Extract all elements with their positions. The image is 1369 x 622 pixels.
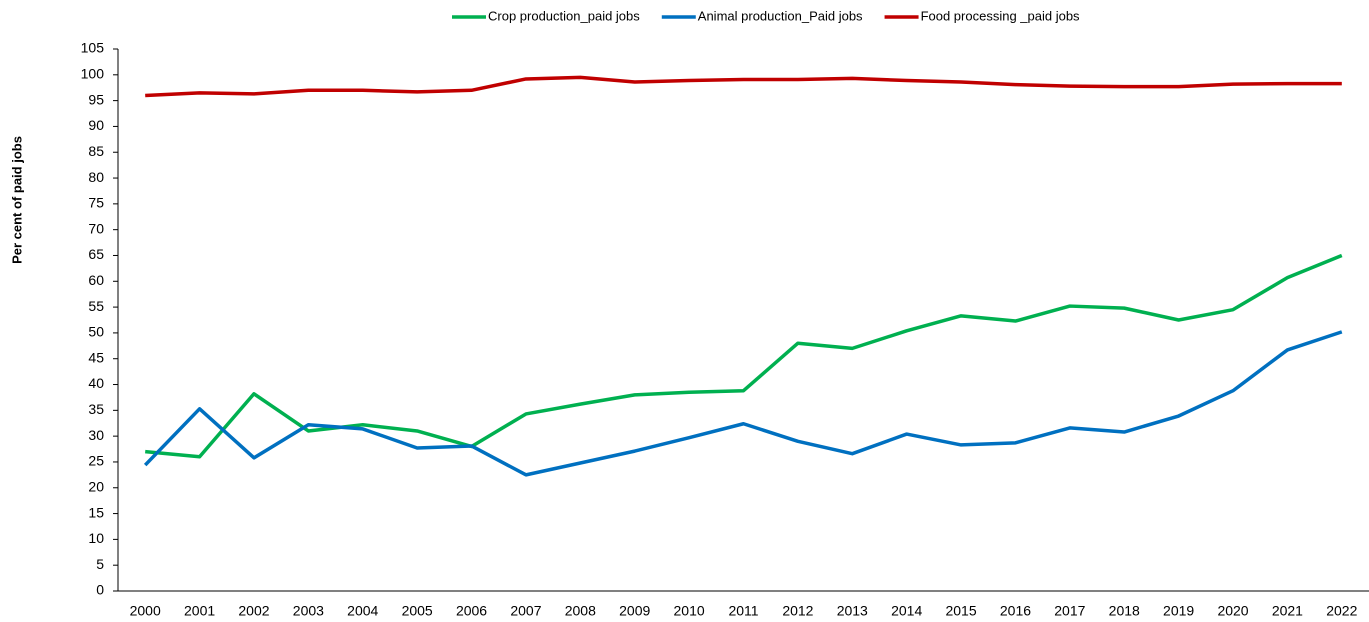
legend-label: Crop production_paid jobs: [488, 8, 640, 23]
series-line: [145, 75, 1342, 98]
y-tick-label: 15: [88, 504, 104, 520]
x-tick-label: 2005: [402, 603, 433, 619]
x-tick-label: 2002: [238, 603, 269, 619]
x-tick-label: 2004: [347, 603, 378, 619]
x-tick-label: 2017: [1054, 603, 1085, 619]
y-tick-label: 75: [88, 195, 104, 211]
y-tick-label: 50: [88, 324, 104, 340]
legend-label: Animal production_Paid jobs: [698, 8, 863, 23]
x-tick-label: 2008: [565, 603, 596, 619]
x-tick-label: 2006: [456, 603, 487, 619]
x-tick-label: 2009: [619, 603, 650, 619]
legend-label: Food processing _paid jobs: [921, 8, 1080, 23]
y-tick-label: 55: [88, 298, 104, 314]
y-tick-label: 25: [88, 453, 104, 469]
y-tick-label: 85: [88, 143, 104, 159]
y-tick-label: 45: [88, 349, 104, 365]
x-tick-label: 2019: [1163, 603, 1194, 619]
y-tick-label: 70: [88, 220, 104, 236]
y-tick-label: 60: [88, 272, 104, 288]
y-tick-label: 100: [81, 66, 105, 82]
y-tick-label: 95: [88, 91, 104, 107]
x-tick-label: 2003: [293, 603, 324, 619]
series-line: [143, 330, 1343, 477]
x-tick-label: 2012: [782, 603, 813, 619]
y-tick-label: 80: [88, 169, 104, 185]
x-tick-label: 2021: [1272, 603, 1303, 619]
y-tick-label: 30: [88, 427, 104, 443]
x-tick-label: 2022: [1326, 603, 1357, 619]
x-tick-label: 2020: [1217, 603, 1248, 619]
y-tick-label: 5: [96, 556, 104, 572]
x-tick-label: 2014: [891, 603, 922, 619]
x-tick-label: 2013: [837, 603, 868, 619]
y-tick-label: 10: [88, 530, 104, 546]
y-tick-label: 35: [88, 401, 104, 417]
x-tick-label: 2018: [1109, 603, 1140, 619]
y-axis-label: Per cent of paid jobs: [9, 136, 24, 264]
x-tick-label: 2011: [728, 603, 758, 619]
x-tick-label: 2015: [945, 603, 976, 619]
x-tick-label: 2000: [130, 603, 161, 619]
y-tick-label: 0: [96, 582, 104, 598]
x-tick-label: 2001: [184, 603, 215, 619]
y-tick-label: 65: [88, 246, 104, 262]
x-tick-label: 2016: [1000, 603, 1031, 619]
x-tick-label: 2010: [674, 603, 705, 619]
y-tick-label: 20: [88, 478, 104, 494]
y-tick-label: 105: [81, 40, 105, 56]
x-tick-label: 2007: [510, 603, 541, 619]
y-tick-label: 40: [88, 375, 104, 391]
y-tick-label: 90: [88, 117, 104, 133]
